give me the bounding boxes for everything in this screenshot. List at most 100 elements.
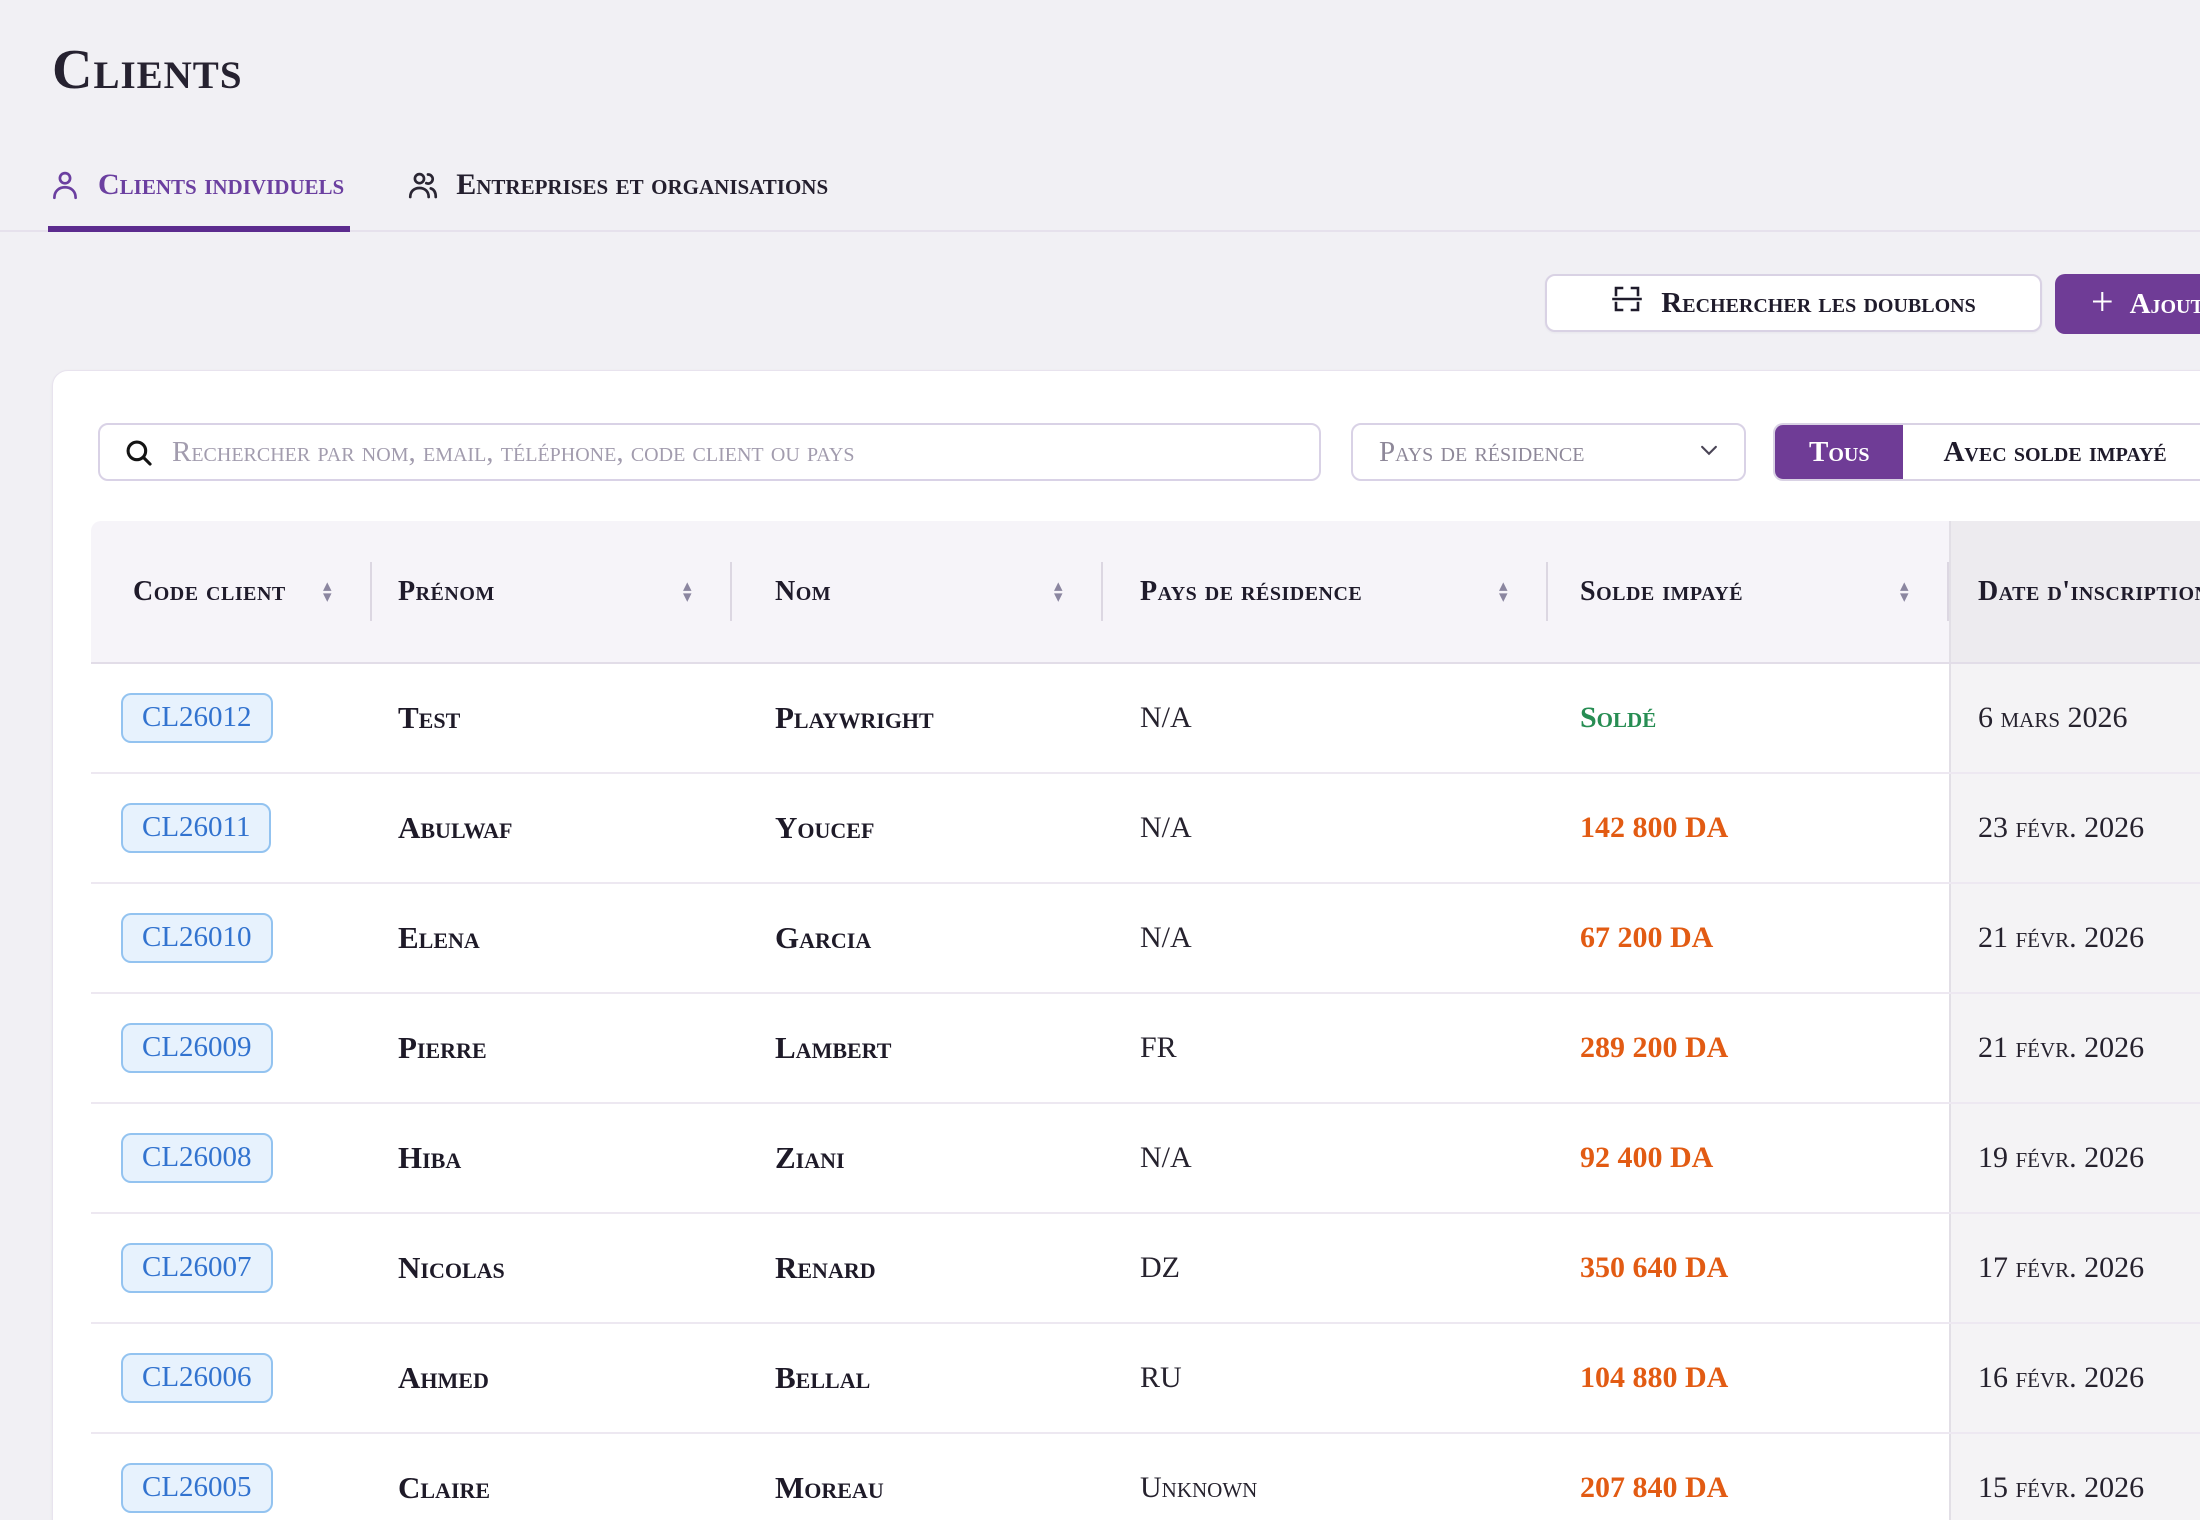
table-body: CL26012 Test Playwright N/A Soldé 6 mars 2026… [91,664,2200,1520]
country-value: RU [1140,1361,1182,1394]
last-name: Renard [775,1250,876,1285]
balance-cell: 104 880 DA [1548,1324,1949,1432]
client-code-badge[interactable]: CL26006 [121,1353,273,1403]
person-icon [48,168,82,202]
column-header-label: Solde impayé [1580,575,1744,607]
table-row[interactable]: CL26007 Nicolas Renard DZ 350 640 DA 17 févr.… [91,1214,2200,1324]
table-header: Code client ▴ ▾ Prénom ▴ ▾ Nom ▴ ▾ Pays de réside… [91,521,2200,664]
last-name-cell: Youcef [732,774,1103,882]
registration-date: 15 févr. 2026 [1978,1471,2145,1504]
column-header-label: Code client [133,575,286,607]
segment-all[interactable]: Tous [1775,425,1904,479]
tab-individual-clients[interactable]: Clients individuels [48,158,351,232]
client-code-badge[interactable]: CL26008 [121,1133,273,1183]
tab-label: Clients individuels [98,168,345,201]
find-duplicates-label: Rechercher les doublons [1661,286,1976,319]
client-code-badge[interactable]: CL26011 [121,803,272,853]
registration-date-cell: 21 févr. 2026 [1949,884,2200,992]
table-row[interactable]: CL26009 Pierre Lambert FR 289 200 DA 21 févr.… [91,994,2200,1104]
table-row[interactable]: CL26010 Elena Garcia N/A 67 200 DA 21 févr. 2… [91,884,2200,994]
sort-icon: ▴ ▾ [682,575,692,606]
filters-row: Pays de résidence Tous Avec solde impayé [98,423,2200,481]
tab-companies-organisations[interactable]: Entreprises et organisations [406,158,834,232]
table-row[interactable]: CL26005 Claire Moreau Unknown 207 840 DA 15 f… [91,1434,2200,1520]
code-cell: CL26011 [91,774,372,882]
last-name-cell: Bellal [732,1324,1103,1432]
table-row[interactable]: CL26008 Hiba Ziani N/A 92 400 DA 19 févr. 202… [91,1104,2200,1214]
first-name: Hiba [398,1140,462,1175]
country-cell: N/A [1103,884,1548,992]
tab-label: Entreprises et organisations [456,168,829,201]
registration-date: 16 févr. 2026 [1978,1361,2145,1394]
table-row[interactable]: CL26006 Ahmed Bellal RU 104 880 DA 16 févr. 2… [91,1324,2200,1434]
registration-date-cell: 17 févr. 2026 [1949,1214,2200,1322]
column-header[interactable]: Code client ▴ ▾ [91,521,372,662]
column-header[interactable]: Solde impayé ▴ ▾ [1548,521,1949,662]
registration-date: 21 févr. 2026 [1978,921,2145,954]
last-name: Moreau [775,1470,884,1505]
first-name: Nicolas [398,1250,505,1285]
first-name-cell: Pierre [372,994,732,1102]
last-name-cell: Garcia [732,884,1103,992]
last-name: Playwright [775,700,934,735]
country-cell: RU [1103,1324,1548,1432]
registration-date-cell: 23 févr. 2026 [1949,774,2200,882]
client-code-badge[interactable]: CL26010 [121,913,273,963]
registration-date: 23 févr. 2026 [1978,811,2145,844]
first-name: Abulwaf [398,810,513,845]
country-cell: Unknown [1103,1434,1548,1520]
balance-cell: 67 200 DA [1548,884,1949,992]
registration-date-cell: 6 mars 2026 [1949,664,2200,772]
balance-filter-segmented: Tous Avec solde impayé [1773,423,2200,481]
balance-value: 92 400 DA [1580,1141,1714,1174]
client-code-badge[interactable]: CL26012 [121,693,273,743]
column-header[interactable]: Prénom ▴ ▾ [372,521,732,662]
first-name-cell: Ahmed [372,1324,732,1432]
table-row[interactable]: CL26011 Abulwaf Youcef N/A 142 800 DA 23 févr… [91,774,2200,884]
balance-value: 104 880 DA [1580,1361,1729,1394]
country-value: DZ [1140,1251,1180,1284]
column-header[interactable]: Nom ▴ ▾ [732,521,1103,662]
last-name: Garcia [775,920,872,955]
balance-cell: 142 800 DA [1548,774,1949,882]
people-icon [406,168,440,202]
first-name: Test [398,700,461,735]
client-code-badge[interactable]: CL26007 [121,1243,273,1293]
client-code-badge[interactable]: CL26009 [121,1023,273,1073]
code-cell: CL26010 [91,884,372,992]
client-code-badge[interactable]: CL26005 [121,1463,273,1513]
code-cell: CL26007 [91,1214,372,1322]
country-value: N/A [1140,921,1192,954]
registration-date-cell: 19 févr. 2026 [1949,1104,2200,1212]
country-cell: N/A [1103,1104,1548,1212]
first-name-cell: Nicolas [372,1214,732,1322]
first-name-cell: Abulwaf [372,774,732,882]
code-cell: CL26009 [91,994,372,1102]
country-cell: DZ [1103,1214,1548,1322]
table-row[interactable]: CL26012 Test Playwright N/A Soldé 6 mars 2026 [91,664,2200,774]
column-header-label: Pays de résidence [1140,575,1363,607]
column-header[interactable]: Pays de résidence ▴ ▾ [1103,521,1548,662]
sort-icon: ▴ ▾ [1498,575,1508,606]
find-duplicates-button[interactable]: Rechercher les doublons [1545,274,2042,332]
last-name: Ziani [775,1140,845,1175]
search-input[interactable] [98,423,1321,481]
first-name-cell: Test [372,664,732,772]
add-client-button[interactable]: + Ajouter [2055,274,2200,334]
actions-row: Rechercher les doublons + Ajouter [0,274,2200,336]
registration-date: 19 févr. 2026 [1978,1141,2145,1174]
last-name: Lambert [775,1030,892,1065]
page-title: Clients [52,39,243,101]
column-header: Date d'inscription [1949,521,2200,662]
code-cell: CL26006 [91,1324,372,1432]
scan-duplicates-icon [1611,283,1643,323]
country-filter-dropdown[interactable]: Pays de résidence [1351,423,1746,481]
column-header-label: Nom [775,575,832,607]
country-value: N/A [1140,1141,1192,1174]
balance-value: 350 640 DA [1580,1251,1729,1284]
segment-with-unpaid-balance[interactable]: Avec solde impayé [1903,425,2200,479]
last-name-cell: Lambert [732,994,1103,1102]
last-name-cell: Ziani [732,1104,1103,1212]
plus-icon: + [2091,279,2114,324]
balance-value: 142 800 DA [1580,811,1729,844]
